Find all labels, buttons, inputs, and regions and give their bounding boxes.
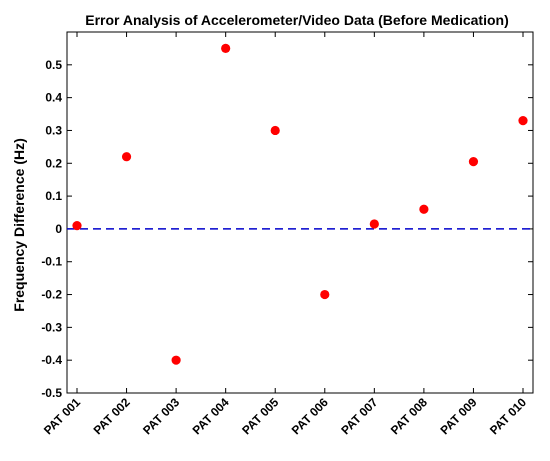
data-point — [369, 219, 379, 229]
x-tick-label: PAT 001 — [41, 395, 83, 437]
y-tick-label: -0.2 — [41, 288, 62, 302]
y-tick-label: 0.2 — [45, 156, 62, 170]
x-tick-label: PAT 005 — [239, 395, 281, 437]
y-tick-label: 0.5 — [45, 58, 62, 72]
x-tick-label: PAT 009 — [437, 395, 479, 437]
data-point — [121, 152, 132, 162]
y-tick-label: 0.3 — [45, 123, 62, 137]
data-point — [419, 204, 429, 214]
data-point — [72, 221, 82, 231]
y-axis-label: Frequency Difference (Hz) — [11, 138, 27, 311]
data-points — [72, 43, 528, 365]
x-tick-label: PAT 004 — [190, 395, 232, 437]
data-point — [171, 355, 181, 365]
x-tick-label: PAT 002 — [91, 395, 133, 437]
data-point — [221, 43, 231, 54]
y-tick-label: -0.5 — [41, 386, 62, 400]
data-point — [518, 116, 528, 126]
x-axis: PAT 001 PAT 002 PAT 003 PAT 004 PAT 005 PAT 0… — [41, 32, 529, 437]
x-tick-label: PAT 007 — [338, 395, 380, 437]
x-tick-label: PAT 010 — [487, 395, 529, 437]
x-tick-label: PAT 008 — [388, 395, 430, 437]
y-tick-label: -0.3 — [41, 320, 62, 334]
data-point — [320, 289, 330, 300]
plot-area-frame — [66, 31, 534, 394]
x-tick-label: PAT 003 — [140, 395, 182, 437]
y-tick-label: 0 — [55, 222, 62, 236]
y-tick-label: -0.1 — [41, 255, 62, 269]
y-tick-label: 0.4 — [45, 91, 62, 105]
y-tick-label: -0.4 — [41, 353, 62, 367]
y-tick-label: 0.1 — [45, 189, 62, 203]
chart-title: Error Analysis of Accelerometer/Video Da… — [85, 12, 509, 28]
data-point — [468, 157, 479, 167]
x-tick-label: PAT 006 — [289, 395, 331, 437]
data-point — [270, 125, 280, 136]
y-axis: -0.5 -0.4 -0.3 -0.2 -0.1 0 0.1 0.2 0.3 0.4 0.5 — [41, 58, 533, 400]
